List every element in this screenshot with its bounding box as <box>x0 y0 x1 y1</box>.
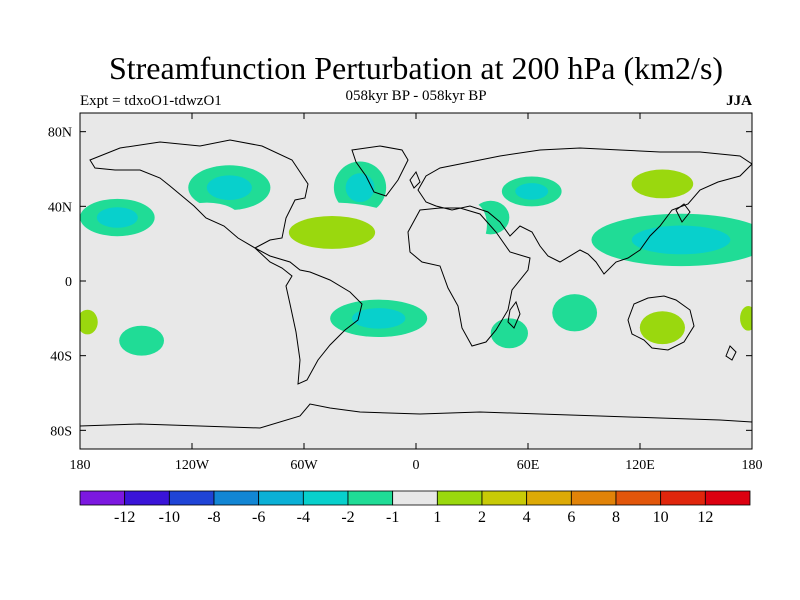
anomaly-contour <box>639 311 685 345</box>
colorbar-swatch <box>258 490 304 506</box>
x-tick-label: 180 <box>70 458 91 473</box>
x-axis: 180 120W 60W 0 60E 120E 180 <box>70 113 763 473</box>
anomaly-contour <box>345 173 375 203</box>
colorbar-swatch <box>436 490 483 506</box>
anomaly-region-neg-alaska-pac <box>80 198 155 237</box>
colorbar-label: -1 <box>386 509 399 526</box>
anomaly-contour <box>119 325 164 356</box>
anomaly-contour <box>351 308 406 329</box>
anomaly-region-pos-mediterranean <box>457 202 487 248</box>
coastlines <box>80 139 752 429</box>
x-tick-label: 60W <box>290 458 318 473</box>
anomaly-region-neg-indo-pacific <box>591 213 752 267</box>
anomaly-contour <box>311 174 334 194</box>
experiment-label: Expt = tdxoO1-tdwzO1 <box>80 93 222 109</box>
colorbar-label: 4 <box>523 509 531 526</box>
anomaly-contour <box>631 169 694 199</box>
colorbar-swatch <box>570 490 617 506</box>
anomaly-region-pos-s-pacific-w <box>80 299 107 345</box>
anomaly-region-pos-caribbean <box>253 202 411 263</box>
x-tick-label: 180 <box>742 458 763 473</box>
anomaly-region-pos-nam-gulf <box>173 202 241 237</box>
colorbar-swatch <box>704 490 751 506</box>
colorbar-swatch <box>347 490 394 506</box>
colorbar-swatch <box>302 490 349 506</box>
colorbar-label: 10 <box>653 509 669 526</box>
x-tick-label: 60E <box>517 458 540 473</box>
colorbar-label: -8 <box>207 509 220 526</box>
colorbar-swatch <box>660 490 706 506</box>
anomaly-region-neg-greenland-e <box>434 146 480 169</box>
anomaly-contour <box>457 202 487 248</box>
y-tick-label: 40N <box>48 200 72 215</box>
y-axis: 80N 40N 0 40S 80S <box>48 126 752 439</box>
colorbar: -12 -10 -8 -6 -4 -2 -1 1 2 4 6 8 10 12 <box>79 490 751 526</box>
colorbar-swatch <box>392 490 438 506</box>
anomaly-region-pos-se-pacific <box>145 294 250 332</box>
colorbar-label: -6 <box>252 509 265 526</box>
colorbar-swatch <box>168 490 215 506</box>
anomaly-contour <box>737 365 752 403</box>
anomaly-contour <box>490 318 528 349</box>
x-tick-label: 0 <box>413 458 420 473</box>
chart-subtitle: 058kyr BP - 058kyr BP <box>345 88 487 104</box>
colorbar-label: -4 <box>297 509 310 526</box>
y-tick-label: 40S <box>50 350 72 365</box>
y-tick-label: 80S <box>50 424 72 439</box>
anomaly-contour <box>80 309 98 335</box>
season-label: JJA <box>726 93 752 109</box>
anomaly-region-neg-s-pacific <box>119 325 164 356</box>
anomaly-contour <box>80 365 95 403</box>
x-tick-label: 120W <box>175 458 210 473</box>
anomaly-contour <box>434 146 480 169</box>
anomaly-contour <box>96 207 138 228</box>
x-tick-label: 120E <box>625 458 655 473</box>
anomaly-region-pos-s-pacific-e <box>733 295 752 341</box>
y-tick-label: 0 <box>65 275 72 290</box>
anomaly-contour <box>552 294 598 332</box>
anomaly-region-neg-s-india <box>552 294 598 332</box>
colorbar-swatch <box>526 490 572 506</box>
anomaly-contour <box>145 294 250 332</box>
colorbar-label: -10 <box>159 509 180 526</box>
contour-regions <box>80 146 752 403</box>
anomaly-contour <box>173 202 241 237</box>
colorbar-swatch <box>79 490 126 506</box>
colorbar-swatch <box>481 490 528 506</box>
colorbar-swatch <box>124 490 170 506</box>
colorbar-label: 1 <box>433 509 441 526</box>
anomaly-contour <box>206 175 252 200</box>
anomaly-region-pos-s-far-w <box>80 365 95 403</box>
colorbar-label: 12 <box>697 509 713 526</box>
anomaly-region-neg-n-atlantic <box>333 161 387 214</box>
anomaly-contour <box>631 225 731 255</box>
colorbar-swatch <box>213 490 260 506</box>
colorbar-label: 2 <box>478 509 486 526</box>
colorbar-label: 6 <box>567 509 575 526</box>
anomaly-region-pos-siberia <box>606 157 719 211</box>
anomaly-region-neg-central-asia <box>501 176 562 207</box>
y-tick-label: 80N <box>48 126 72 141</box>
anomaly-region-neg-s-africa <box>490 318 528 349</box>
colorbar-swatch <box>615 490 662 506</box>
anomaly-contour <box>740 306 752 331</box>
colorbar-label: -2 <box>341 509 354 526</box>
colorbar-label: 8 <box>612 509 620 526</box>
anomaly-region-pos-australia <box>621 297 704 358</box>
anomaly-region-pos-n-atl-east <box>311 174 334 194</box>
anomaly-contour <box>515 183 549 200</box>
anomaly-region-pos-s-far-e <box>737 365 752 403</box>
anomaly-region-neg-s-atlantic <box>330 299 428 338</box>
anomaly-contour <box>288 216 376 249</box>
colorbar-label: -12 <box>114 509 135 526</box>
anomaly-region-neg-n-pacific <box>188 165 271 211</box>
chart-title: Streamfunction Perturbation at 200 hPa (… <box>108 50 724 86</box>
